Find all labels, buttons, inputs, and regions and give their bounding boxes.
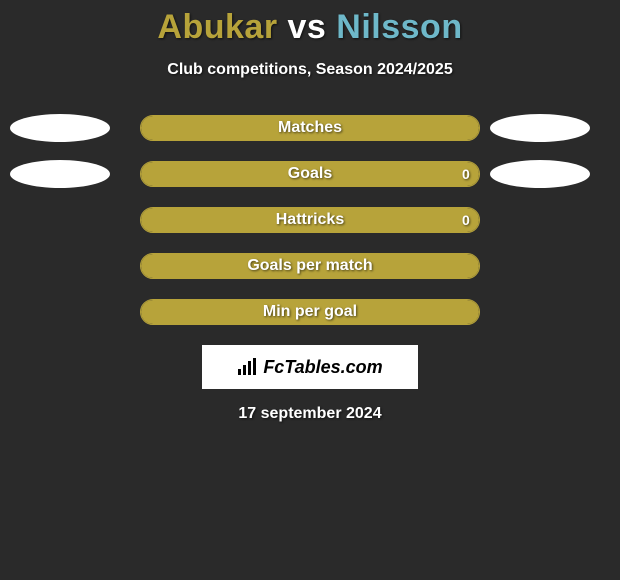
bar-track: [140, 299, 480, 325]
stat-row: Min per goal: [0, 299, 620, 327]
bar-fill: [141, 208, 479, 232]
bars-icon: [237, 358, 259, 376]
title-player2: Nilsson: [336, 8, 462, 46]
comparison-chart: Matches Goals0 Hattricks0 Goals per match Mi…: [0, 115, 620, 327]
bar-track: [140, 161, 480, 187]
fctables-logo: FcTables.com: [237, 357, 382, 378]
bar-track: [140, 253, 480, 279]
logo-box: FcTables.com: [202, 345, 418, 389]
ellipse-right: [490, 114, 590, 142]
ellipse-left: [10, 114, 110, 142]
subtitle: Club competitions, Season 2024/2025: [0, 61, 620, 79]
title-vs: vs: [288, 8, 327, 46]
bar-fill: [141, 300, 479, 324]
stat-row: Matches: [0, 115, 620, 143]
bar-fill: [141, 116, 479, 140]
logo-text: FcTables.com: [263, 357, 382, 378]
date-text: 17 september 2024: [0, 405, 620, 423]
bar-track: [140, 115, 480, 141]
stat-row: Goals0: [0, 161, 620, 189]
bar-fill: [141, 254, 479, 278]
ellipse-right: [490, 160, 590, 188]
bar-fill: [141, 162, 479, 186]
bar-track: [140, 207, 480, 233]
stat-row: Goals per match: [0, 253, 620, 281]
ellipse-left: [10, 160, 110, 188]
page-title: Abukar vs Nilsson: [0, 8, 620, 47]
comparison-card: Abukar vs Nilsson Club competitions, Sea…: [0, 0, 620, 580]
title-player1: Abukar: [157, 8, 277, 46]
stat-row: Hattricks0: [0, 207, 620, 235]
